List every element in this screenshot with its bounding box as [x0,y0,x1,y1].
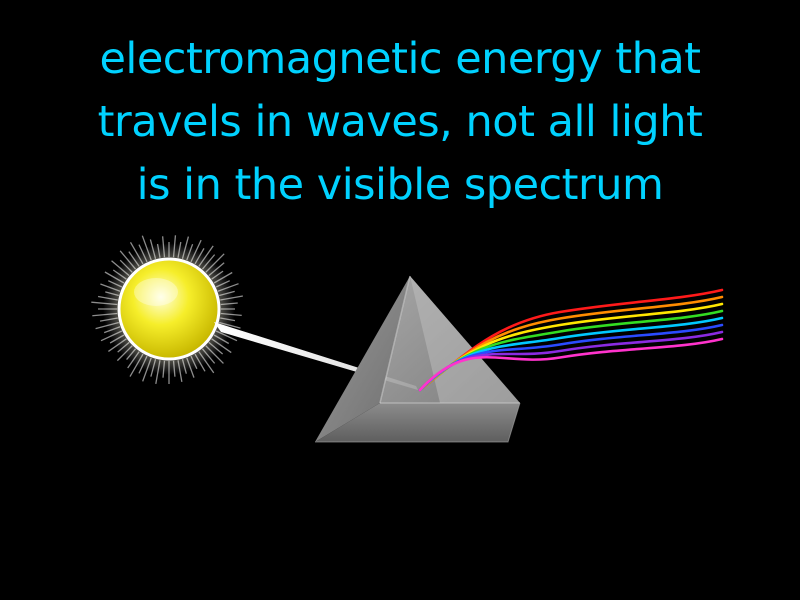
definition-line-1: electromagnetic energy that [99,34,701,84]
spectrum-band [418,337,724,392]
sun-icon [103,243,235,375]
definition-text: electromagnetic energy that travels in w… [0,28,800,217]
prism-icon [315,275,521,443]
spectrum-rays [418,288,724,392]
definition-line-3: is in the visible spectrum [136,160,664,210]
definition-line-2: travels in waves, not all light [97,97,703,147]
